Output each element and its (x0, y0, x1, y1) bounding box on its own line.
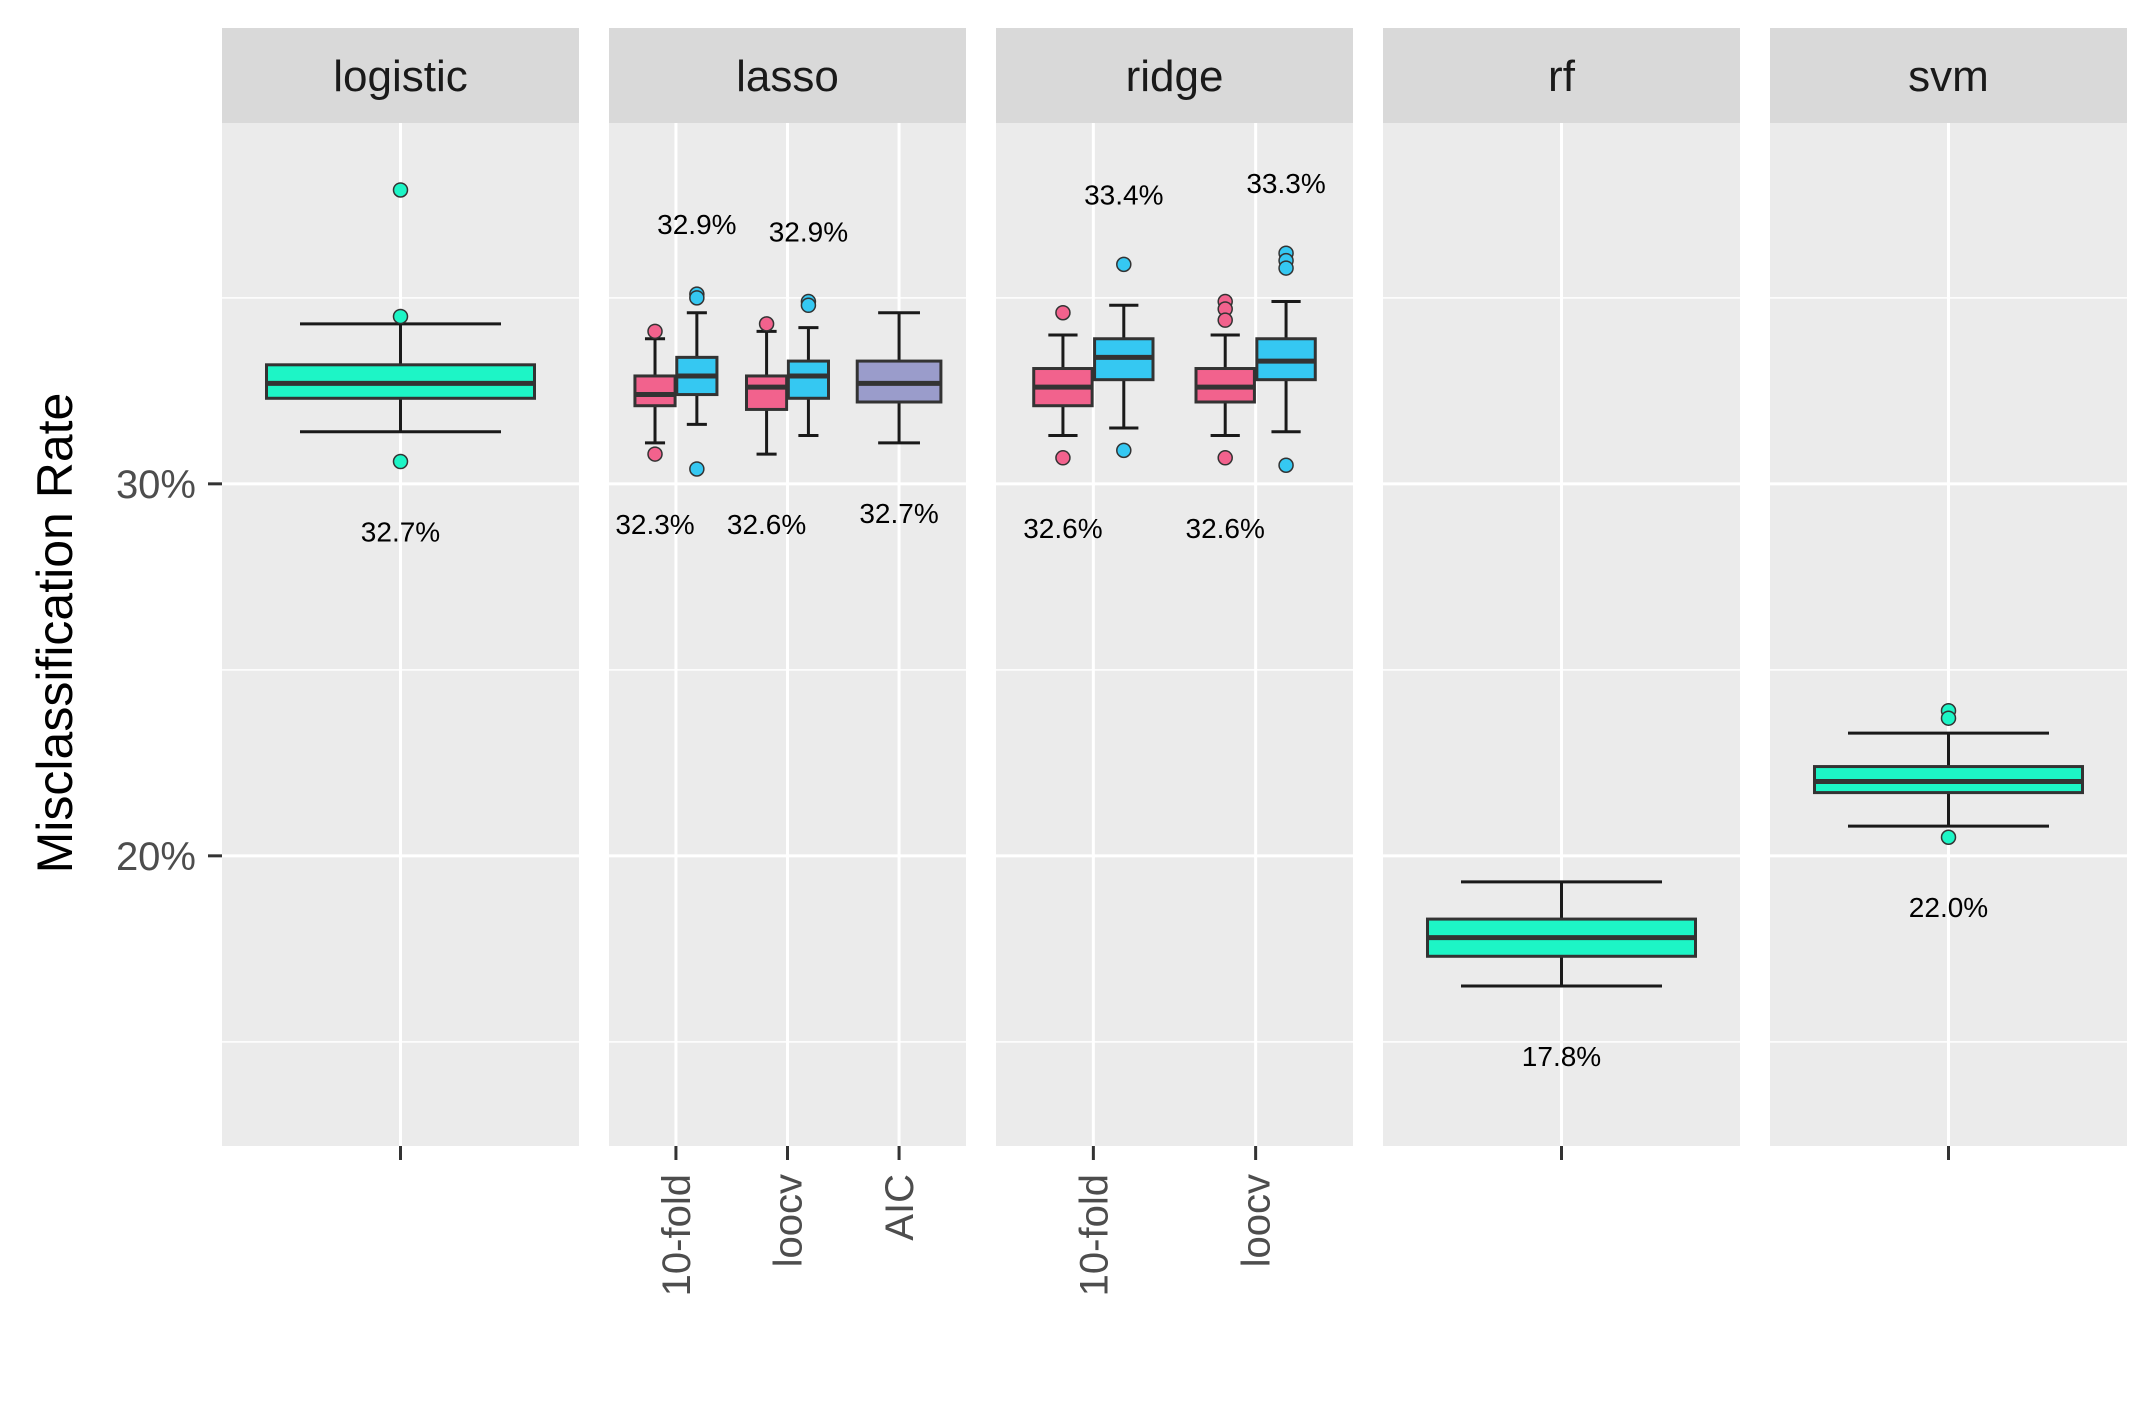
data-label: 32.9% (657, 209, 736, 240)
data-label: 22.0% (1909, 892, 1988, 923)
y-axis-label: Misclassification Rate (27, 393, 83, 874)
outlier-point (1217, 312, 1233, 328)
data-label: 33.4% (1084, 179, 1163, 210)
data-label: 32.9% (769, 217, 848, 248)
data-label: 32.3% (615, 509, 694, 540)
box-ridge-loocv-blue: 33.3% (1246, 168, 1326, 473)
box-ridge-loocv-pink: 32.6% (1186, 293, 1265, 544)
panel-background-ridge (996, 123, 1353, 1146)
data-label: 32.7% (859, 498, 938, 529)
outlier-point (1940, 710, 1957, 726)
y-axis: 20% 30% (116, 463, 222, 879)
strip-logistic (222, 28, 579, 123)
outlier-point (1940, 829, 1957, 845)
panel-lasso: lasso 10-fold loocv AIC 32.3% 32.9% 32.6% 32.9%… (609, 28, 966, 1296)
strip-label-lasso: lasso (736, 52, 839, 101)
strip-lasso (609, 28, 966, 123)
strip-label-ridge: ridge (1126, 52, 1224, 101)
x-tick-label-loocv: loocv (1235, 1174, 1279, 1267)
strip-ridge (996, 28, 1353, 123)
box-body (745, 374, 789, 411)
strip-svm (1770, 28, 2127, 123)
outlier-point (1116, 442, 1132, 459)
strip-label-logistic: logistic (333, 52, 468, 101)
box-svm-all-single: 22.0% (1813, 703, 2084, 923)
outlier-point (689, 290, 705, 306)
panel-ridge: ridge 10-fold loocv 32.6% 33.4% 32.6% 33.3% (996, 28, 1353, 1296)
box-ridge-10-fold-pink: 32.6% (1023, 304, 1103, 544)
data-label: 32.6% (1186, 513, 1265, 544)
outlier-point (1055, 304, 1071, 321)
outlier-point (1278, 260, 1294, 276)
y-tick-label: 30% (116, 463, 196, 507)
box-lasso-AIC-purple: 32.7% (855, 311, 943, 529)
data-label: 32.6% (1023, 513, 1102, 544)
box-lasso-10-fold-pink: 32.3% (615, 323, 695, 540)
y-tick-label: 20% (116, 835, 196, 879)
outlier-point (647, 446, 663, 462)
outlier-point (1055, 450, 1071, 466)
outlier-point (800, 297, 817, 314)
box-ridge-10-fold-blue: 33.4% (1084, 179, 1163, 459)
outlier-point (1217, 450, 1233, 466)
outlier-point (1278, 457, 1294, 473)
outlier-point (758, 316, 775, 332)
data-label: 32.7% (361, 517, 440, 548)
outlier-point (689, 461, 705, 477)
outlier-point (392, 453, 409, 470)
box-lasso-loocv-pink: 32.6% (727, 316, 806, 540)
box-body (633, 374, 677, 408)
facet-panels: logistic 32.7% lasso 10-fold loocv AIC 32.3% 32… (222, 28, 2127, 1296)
strip-label-rf: rf (1548, 52, 1576, 101)
box-logistic-all-single: 32.7% (265, 182, 536, 548)
x-tick-label-10-fold: 10-fold (1072, 1174, 1116, 1296)
panel-svm: svm 22.0% (1770, 28, 2127, 1160)
box-rf-all-single: 17.8% (1426, 880, 1697, 1072)
x-tick-label-AIC: AIC (878, 1174, 922, 1241)
data-label: 33.3% (1246, 168, 1325, 199)
box-lasso-10-fold-blue: 32.9% (657, 209, 737, 477)
box-lasso-loocv-blue: 32.9% (769, 217, 848, 437)
strip-label-svm: svm (1908, 52, 1989, 101)
outlier-point (392, 308, 409, 325)
panel-rf: rf 17.8% (1383, 28, 1740, 1160)
x-tick-label-10-fold: 10-fold (655, 1174, 699, 1296)
outlier-point (647, 323, 663, 340)
panel-logistic: logistic 32.7% (222, 28, 579, 1160)
outlier-point (392, 182, 409, 198)
strip-rf (1383, 28, 1740, 123)
data-label: 32.6% (727, 509, 806, 540)
x-tick-label-loocv: loocv (767, 1174, 811, 1267)
data-label: 17.8% (1522, 1041, 1601, 1072)
box-body (786, 359, 830, 400)
outlier-point (1116, 256, 1132, 273)
